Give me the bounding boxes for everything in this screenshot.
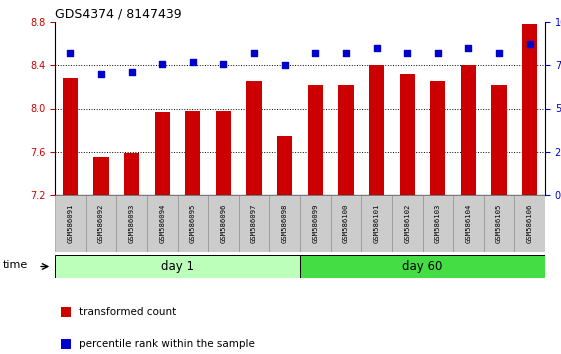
Bar [399, 74, 415, 195]
Point [66, 50, 75, 56]
Text: GSM586093: GSM586093 [128, 204, 135, 243]
Bar [300, 255, 545, 278]
Point [525, 42, 534, 47]
Text: day 60: day 60 [402, 260, 443, 273]
Bar [491, 85, 507, 195]
Bar [124, 153, 139, 195]
FancyBboxPatch shape [484, 195, 514, 252]
FancyBboxPatch shape [208, 195, 239, 252]
Text: time: time [3, 260, 28, 270]
Point [127, 69, 136, 75]
Point [433, 50, 442, 56]
Text: GSM586094: GSM586094 [159, 204, 165, 243]
Point [403, 50, 412, 56]
FancyBboxPatch shape [239, 195, 269, 252]
Bar [55, 255, 300, 278]
Bar [522, 24, 537, 195]
Text: GSM586092: GSM586092 [98, 204, 104, 243]
FancyBboxPatch shape [269, 195, 300, 252]
FancyBboxPatch shape [392, 195, 422, 252]
Bar [61, 339, 71, 349]
FancyBboxPatch shape [514, 195, 545, 252]
Text: GSM586104: GSM586104 [466, 204, 471, 243]
Point [158, 61, 167, 66]
Text: GSM586095: GSM586095 [190, 204, 196, 243]
FancyBboxPatch shape [453, 195, 484, 252]
Text: GSM586101: GSM586101 [374, 204, 380, 243]
FancyBboxPatch shape [116, 195, 147, 252]
Bar [307, 85, 323, 195]
FancyBboxPatch shape [361, 195, 392, 252]
FancyBboxPatch shape [177, 195, 208, 252]
Point [250, 50, 259, 56]
Bar [246, 81, 262, 195]
Text: GDS4374 / 8147439: GDS4374 / 8147439 [55, 8, 182, 21]
Text: GSM586098: GSM586098 [282, 204, 288, 243]
Point [464, 45, 473, 51]
FancyBboxPatch shape [147, 195, 177, 252]
Bar [93, 157, 109, 195]
Text: GSM586091: GSM586091 [67, 204, 73, 243]
Text: GSM586096: GSM586096 [220, 204, 227, 243]
FancyBboxPatch shape [422, 195, 453, 252]
Text: day 1: day 1 [161, 260, 194, 273]
Text: GSM586105: GSM586105 [496, 204, 502, 243]
Bar [369, 65, 384, 195]
FancyBboxPatch shape [300, 195, 330, 252]
Bar [338, 85, 353, 195]
Bar [277, 136, 292, 195]
Point [280, 62, 289, 68]
Bar [216, 111, 231, 195]
Bar [461, 65, 476, 195]
FancyBboxPatch shape [330, 195, 361, 252]
Bar [154, 112, 170, 195]
FancyBboxPatch shape [86, 195, 116, 252]
Text: GSM586099: GSM586099 [312, 204, 318, 243]
Bar [63, 78, 78, 195]
Text: GSM586097: GSM586097 [251, 204, 257, 243]
Text: percentile rank within the sample: percentile rank within the sample [79, 339, 255, 349]
Text: GSM586102: GSM586102 [404, 204, 410, 243]
Bar [61, 307, 71, 317]
Point [495, 50, 504, 56]
Point [96, 71, 105, 77]
Point [188, 59, 197, 65]
Text: GSM586103: GSM586103 [435, 204, 441, 243]
Point [311, 50, 320, 56]
Bar [430, 81, 445, 195]
Bar [185, 111, 200, 195]
FancyBboxPatch shape [55, 195, 86, 252]
Text: GSM586106: GSM586106 [527, 204, 533, 243]
Text: transformed count: transformed count [79, 307, 176, 317]
Point [219, 61, 228, 66]
Text: GSM586100: GSM586100 [343, 204, 349, 243]
Point [342, 50, 351, 56]
Point [372, 45, 381, 51]
